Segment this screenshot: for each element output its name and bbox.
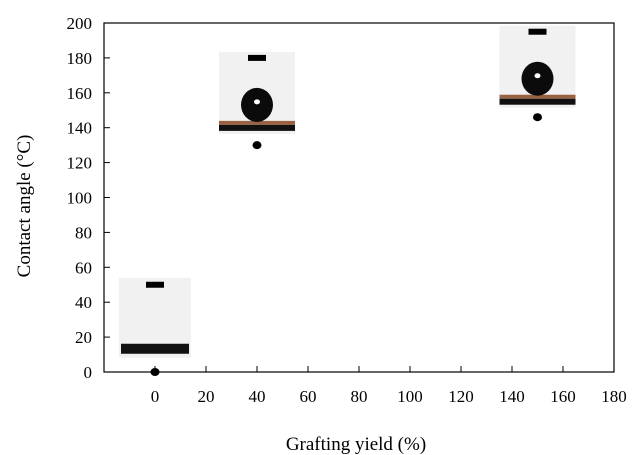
droplet-inset-image bbox=[219, 51, 295, 134]
substrate-surface bbox=[219, 120, 295, 125]
data-point bbox=[533, 113, 542, 122]
spread-droplet-film bbox=[121, 343, 189, 354]
x-tick-label: 100 bbox=[397, 387, 423, 406]
x-axis: 0 20 40 60 80 100 120 140 160 180 bbox=[151, 366, 627, 406]
y-tick-label: 60 bbox=[75, 258, 92, 277]
upper-bar-marker bbox=[146, 281, 164, 288]
y-tick-label: 0 bbox=[84, 363, 93, 382]
y-axis-title: Contact angle (°C) bbox=[14, 135, 35, 278]
water-droplet bbox=[521, 61, 554, 96]
data-point bbox=[252, 141, 262, 150]
y-tick-label: 180 bbox=[67, 49, 93, 68]
substrate-base bbox=[219, 124, 295, 131]
x-tick-label: 140 bbox=[499, 387, 525, 406]
droplet-highlight bbox=[534, 73, 541, 79]
y-tick-label: 200 bbox=[67, 14, 93, 33]
upper-bar-marker bbox=[248, 54, 266, 61]
x-axis-title: Grafting yield (%) bbox=[286, 434, 426, 455]
y-axis: 0 20 40 60 80 100 120 140 160 180 200 bbox=[67, 14, 110, 382]
y-tick-label: 120 bbox=[67, 154, 93, 173]
substrate-base bbox=[499, 98, 576, 105]
x-tick-label: 40 bbox=[249, 387, 266, 406]
data-markers bbox=[146, 28, 547, 376]
droplet-inset-image bbox=[119, 277, 191, 358]
x-tick-label: 80 bbox=[351, 387, 368, 406]
x-tick-label: 60 bbox=[300, 387, 317, 406]
water-droplet bbox=[241, 87, 273, 122]
y-tick-label: 160 bbox=[67, 84, 93, 103]
substrate-surface bbox=[499, 94, 576, 99]
y-tick-label: 80 bbox=[75, 223, 92, 242]
x-tick-label: 0 bbox=[151, 387, 160, 406]
y-tick-label: 100 bbox=[67, 189, 93, 208]
y-tick-label: 40 bbox=[75, 293, 92, 312]
y-tick-label: 140 bbox=[67, 119, 93, 138]
x-tick-label: 20 bbox=[198, 387, 215, 406]
droplet-insets bbox=[119, 25, 576, 358]
x-tick-label: 160 bbox=[550, 387, 576, 406]
x-tick-label: 180 bbox=[601, 387, 627, 406]
droplet-inset-image bbox=[499, 25, 576, 108]
droplet-highlight bbox=[254, 99, 260, 105]
y-tick-label: 20 bbox=[75, 328, 92, 347]
upper-bar-marker bbox=[528, 28, 547, 35]
x-tick-label: 120 bbox=[448, 387, 474, 406]
